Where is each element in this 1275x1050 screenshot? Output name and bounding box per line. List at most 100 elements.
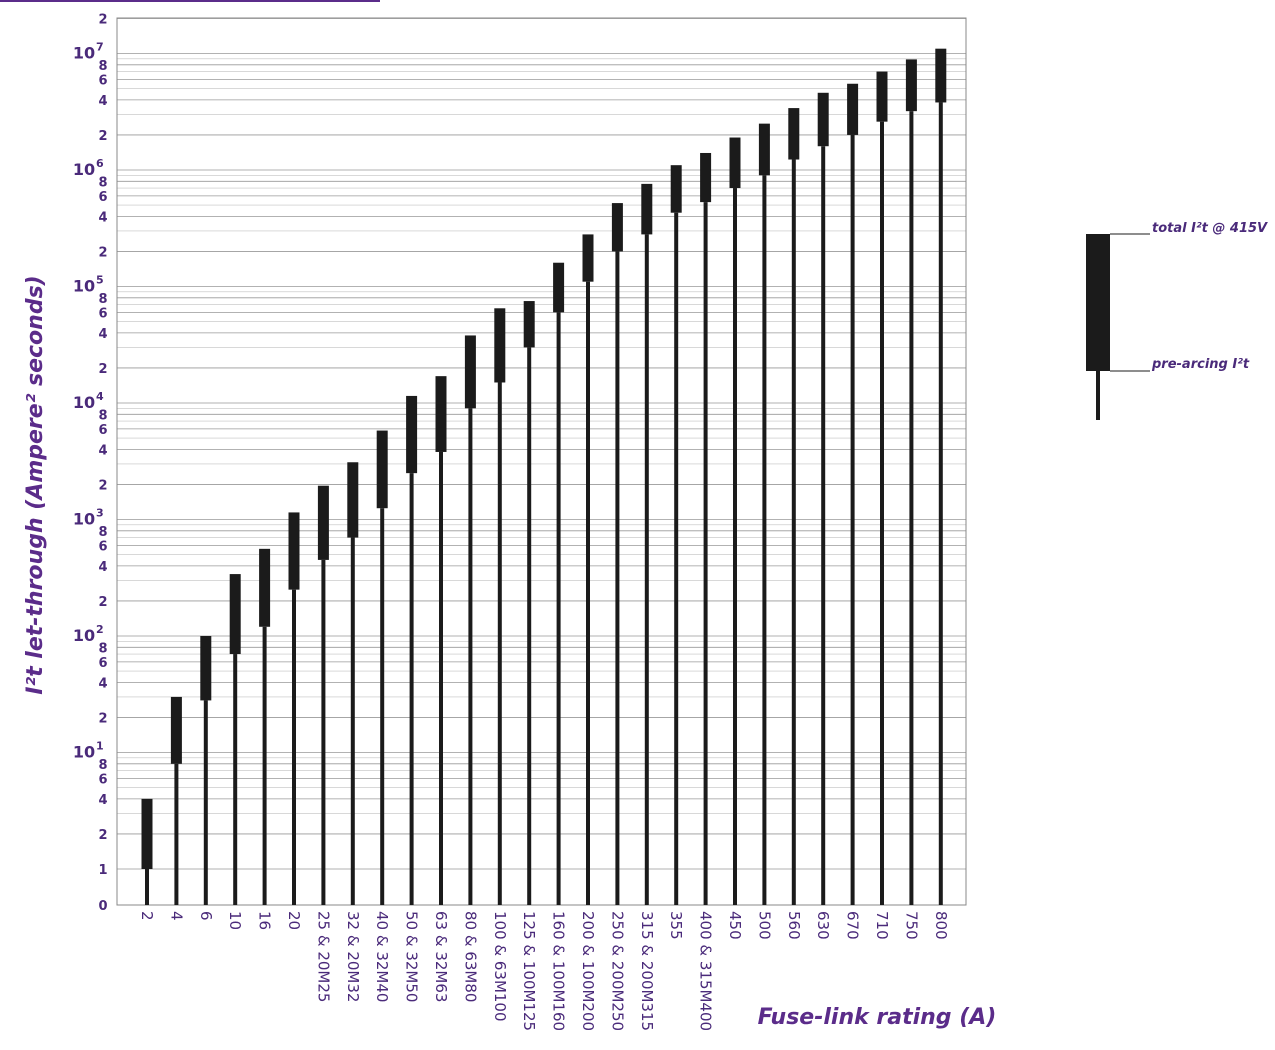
bar-range xyxy=(376,430,388,509)
y-tick-label: 4 xyxy=(98,443,107,458)
legend-bar xyxy=(1086,234,1110,371)
y-tick-label: 4 xyxy=(98,676,107,691)
bar-stem xyxy=(850,134,855,906)
x-tick-label: 200 & 100M200 xyxy=(579,911,597,1031)
y-tick-label: 4 xyxy=(98,327,107,342)
bar-stem xyxy=(733,188,737,905)
y-tick-label: 6 xyxy=(98,306,107,321)
x-tick-label: 450 xyxy=(726,911,744,940)
bar-range xyxy=(229,574,241,655)
y-tick-label: 2 xyxy=(98,828,107,843)
bar-range xyxy=(847,83,859,135)
bar-range xyxy=(700,152,712,203)
x-tick-label: 560 xyxy=(785,911,803,940)
x-tick-label: 800 xyxy=(932,911,950,940)
bar-range xyxy=(817,92,829,147)
bar-range xyxy=(553,262,565,313)
y-tick-exponent: 3 xyxy=(96,507,104,520)
x-tick-label: 32 & 20M32 xyxy=(344,911,362,1002)
bar-range xyxy=(582,234,594,282)
x-tick-label: 250 & 200M250 xyxy=(608,911,626,1031)
bar-stem xyxy=(909,111,914,905)
y-tick-label: 8 xyxy=(98,758,107,773)
x-tick-label: 100 & 63M100 xyxy=(491,911,509,1022)
bar-stem xyxy=(350,537,355,905)
bar-range xyxy=(406,395,418,474)
y-tick-label: 0 xyxy=(98,899,107,914)
y-tick-label: 8 xyxy=(98,525,107,540)
x-axis-title: Fuse-link rating (A) xyxy=(758,1005,997,1030)
y-tick-label: 4 xyxy=(98,793,107,808)
y-tick-label: 10 xyxy=(73,393,95,412)
y-tick-label: 8 xyxy=(98,292,107,307)
range-bars xyxy=(141,48,947,906)
bar-stem xyxy=(644,234,649,906)
y-tick-exponent: 2 xyxy=(96,623,104,636)
y-tick-exponent: 5 xyxy=(96,274,104,287)
bar-stem xyxy=(791,159,796,905)
y-tick-label: 2 xyxy=(98,129,107,144)
top-accent-line xyxy=(0,0,380,2)
y-axis-title: I²t let-through (Ampere² seconds) xyxy=(23,275,48,694)
bar-range xyxy=(729,137,741,189)
y-tick-label: 4 xyxy=(98,560,107,575)
y-tick-label: 6 xyxy=(98,656,107,671)
bar-stem xyxy=(527,347,532,905)
y-tick-label: 8 xyxy=(98,175,107,190)
y-tick-label: 6 xyxy=(98,772,107,787)
x-tick-label: 4 xyxy=(167,911,185,921)
y-tick-exponent: 6 xyxy=(96,157,104,170)
y-tick-label: 8 xyxy=(98,408,107,423)
bar-stem xyxy=(556,312,561,906)
bar-range xyxy=(288,512,300,590)
grid-lines xyxy=(117,18,966,870)
legend-pre-label: pre-arcing I²t xyxy=(1151,357,1250,372)
bar-stem xyxy=(762,175,767,905)
bar-range xyxy=(170,696,182,764)
x-tick-label: 315 & 200M315 xyxy=(638,911,656,1031)
bar-stem xyxy=(409,473,414,905)
bar-stem xyxy=(468,408,473,905)
y-tick-label: 4 xyxy=(98,210,107,225)
bar-stem xyxy=(938,102,943,906)
bar-stem xyxy=(821,146,826,905)
bar-stem xyxy=(203,700,208,905)
legend-total-label: total I²t @ 415V xyxy=(1152,221,1268,236)
y-tick-exponent: 1 xyxy=(96,740,104,753)
y-tick-label: 4 xyxy=(98,94,107,109)
x-tick-label: 160 & 100M160 xyxy=(550,911,568,1031)
bar-stem xyxy=(145,869,149,905)
x-tick-labels: 2 4 6 10 16 20 25 & 20M25 32 & 20M32 40 & 32M40 5… xyxy=(138,911,950,1031)
y-tick-label: 8 xyxy=(98,641,107,656)
bar-stem xyxy=(292,589,296,905)
x-tick-label: 750 xyxy=(902,911,920,940)
y-tick-label: 2 xyxy=(98,478,107,493)
bar-stem xyxy=(439,451,443,905)
bar-range xyxy=(876,71,888,122)
bar-range xyxy=(641,183,653,235)
y-tick-label: 2 xyxy=(98,245,107,260)
x-tick-label: 80 & 63M80 xyxy=(461,911,479,1002)
y-tick-label: 6 xyxy=(98,423,107,438)
x-tick-label: 630 xyxy=(814,911,832,940)
y-tick-label: 2 xyxy=(98,711,107,726)
x-tick-label: 16 xyxy=(256,911,274,930)
y-tick-label: 2 xyxy=(98,595,107,610)
y-tick-label: 6 xyxy=(98,73,107,88)
bar-range xyxy=(788,108,800,160)
y-tick-label: 10 xyxy=(73,160,95,179)
plot-frame xyxy=(116,17,967,906)
bar-stem xyxy=(674,212,679,905)
bar-stem xyxy=(233,654,238,905)
legend-stem xyxy=(1096,371,1100,420)
y-tick-label: 10 xyxy=(73,277,95,296)
bar-stem xyxy=(497,382,502,906)
bar-stem xyxy=(262,626,267,905)
x-tick-label: 355 xyxy=(667,911,685,940)
x-tick-label: 10 xyxy=(226,911,244,930)
y-tick-label: 10 xyxy=(73,510,95,529)
bar-stem xyxy=(586,281,590,906)
bar-stem xyxy=(615,251,620,906)
x-tick-label: 2 xyxy=(138,911,156,921)
